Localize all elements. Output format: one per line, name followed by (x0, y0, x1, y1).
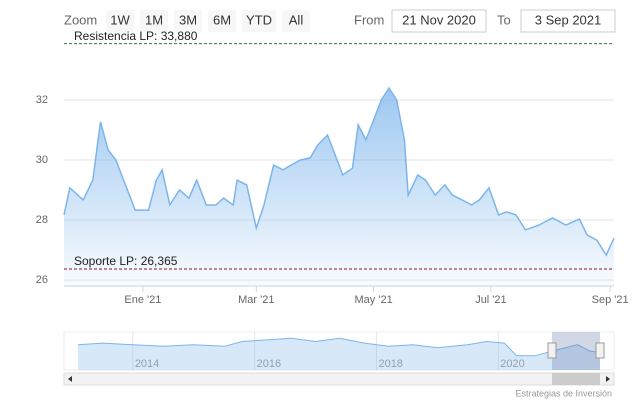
y-tick-label: 30 (36, 154, 48, 166)
scrollbar-thumb[interactable] (552, 373, 600, 385)
range-button[interactable] (106, 10, 134, 32)
range-button-label[interactable]: 6M (213, 12, 231, 27)
from-input[interactable] (391, 9, 487, 33)
range-button-label[interactable]: All (289, 12, 304, 27)
range-button[interactable] (208, 10, 236, 32)
x-tick-label: Mar '21 (238, 294, 274, 306)
range-button[interactable] (242, 10, 276, 32)
x-tick-label: Ene '21 (124, 294, 161, 306)
area-fill (64, 88, 614, 286)
scrollbar-track (63, 372, 615, 386)
range-button[interactable] (282, 10, 310, 32)
range-button-label[interactable]: 1M (145, 12, 163, 27)
plot-line-label: Resistencia LP: 33,880 (74, 29, 198, 43)
to-value[interactable]: 3 Sep 2021 (535, 12, 602, 27)
navigator-tick-label: 2016 (257, 358, 281, 370)
navigator-tick-label: 2014 (135, 358, 159, 370)
navigator-handle[interactable] (595, 342, 605, 359)
to-input[interactable] (520, 9, 616, 33)
y-tick-label: 26 (36, 274, 48, 286)
navigator-handle[interactable] (547, 342, 557, 359)
y-tick-label: 28 (36, 214, 48, 226)
x-tick-label: May '21 (355, 294, 393, 306)
from-value[interactable]: 21 Nov 2020 (402, 12, 476, 27)
navigator-line (77, 337, 601, 357)
x-tick-label: Jul '21 (475, 294, 506, 306)
y-tick-label: 32 (36, 94, 48, 106)
range-button-label[interactable]: 3M (179, 12, 197, 27)
from-label: From (354, 12, 384, 27)
navigator-selection (552, 332, 600, 370)
credits[interactable]: Estrategias de Inversión (515, 388, 612, 398)
navigator-area (78, 338, 600, 370)
scrollbar-left[interactable] (68, 376, 72, 382)
range-button[interactable] (174, 10, 202, 32)
plot-line-label: Soporte LP: 26,365 (74, 254, 178, 268)
range-button-label[interactable]: YTD (246, 12, 272, 27)
navigator-tick-label: 2020 (500, 358, 524, 370)
series-line (63, 86, 615, 257)
range-button[interactable] (140, 10, 168, 32)
x-tick-label: Sep '21 (592, 294, 629, 306)
scrollbar-right[interactable] (606, 376, 610, 382)
to-label: To (497, 12, 511, 27)
navigator-tick-label: 2018 (378, 358, 402, 370)
zoom-label: Zoom (64, 12, 97, 27)
range-button-label[interactable]: 1W (110, 12, 130, 27)
